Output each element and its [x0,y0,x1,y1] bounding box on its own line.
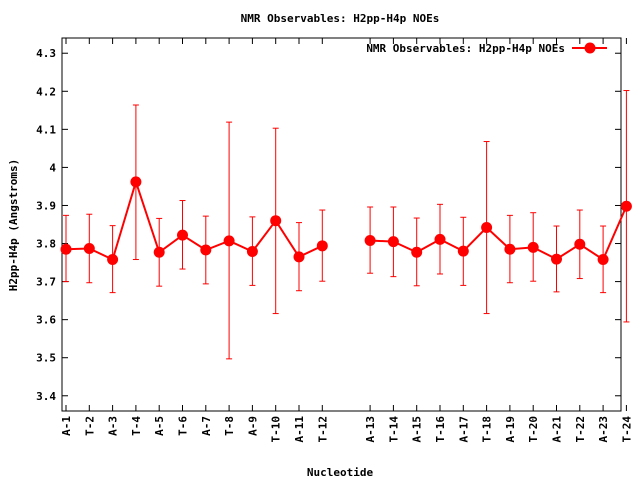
x-tick-label: T-18 [481,416,494,443]
data-point [434,233,446,245]
x-tick-label: A-5 [153,416,166,436]
legend-marker [584,42,596,54]
x-tick-label: T-6 [177,416,190,436]
x-tick-label: A-7 [200,416,213,436]
data-point [293,251,305,263]
x-tick-label: T-12 [316,416,329,443]
data-point [200,244,212,256]
x-tick-label: T-8 [223,416,236,436]
x-tick-label: T-14 [387,416,400,443]
data-point [364,234,376,246]
x-tick-label: A-13 [364,416,377,443]
data-point [316,240,328,252]
data-point [574,238,586,250]
x-tick-label: A-15 [411,416,424,443]
y-tick-label: 3.8 [36,238,56,251]
x-tick-label: T-16 [434,416,447,443]
x-tick-label: T-24 [620,416,633,443]
x-tick-label: A-19 [504,416,517,443]
x-tick-label: A-21 [551,416,564,443]
x-tick-label: T-2 [83,416,96,436]
chart-title: NMR Observables: H2pp-H4p NOEs [241,12,440,25]
series-line [65,178,323,261]
data-point [107,254,119,266]
data-point [551,253,562,265]
data-point [270,215,282,227]
y-tick-label: 4.2 [36,85,56,98]
y-tick-label: 3.7 [36,276,56,289]
data-point [387,236,399,248]
data-point [504,243,516,255]
data-point [223,235,235,247]
x-tick-label: A-3 [107,416,120,436]
data-point [411,246,423,258]
y-tick-label: 4.1 [36,123,56,136]
x-tick-label: T-20 [527,416,540,443]
x-tick-label: A-23 [597,416,610,443]
y-tick-label: 4.3 [36,47,56,60]
data-point [597,254,609,266]
data-point [83,242,95,254]
y-axis-label: H2pp-H4p (Angstroms) [7,159,20,291]
x-tick-label: T-22 [574,416,587,443]
plot-frame [61,37,622,412]
data-point [177,229,188,241]
y-tick-label: 3.9 [36,199,56,212]
data-point [481,222,493,234]
x-tick-label: A-9 [246,416,259,436]
x-axis-label: Nucleotide [307,466,374,479]
y-tick-label: 3.6 [36,314,56,327]
y-tick-label: 3.4 [36,390,56,403]
x-tick-label: A-11 [293,416,306,443]
x-tick-label: A-17 [457,416,470,443]
x-tick-label: T-10 [270,416,283,443]
x-tick-label: A-1 [60,416,73,436]
legend-label: NMR Observables: H2pp-H4p NOEs [366,42,565,55]
data-point [153,246,165,258]
data-point [457,245,469,257]
data-point [60,243,72,255]
data-point [620,200,632,212]
y-tick-label: 4 [49,161,56,174]
data-point [130,176,142,188]
data-point [246,246,258,258]
y-tick-label: 3.5 [36,352,56,365]
data-point [527,241,539,253]
series-line [370,205,628,262]
x-tick-label: T-4 [130,416,143,436]
